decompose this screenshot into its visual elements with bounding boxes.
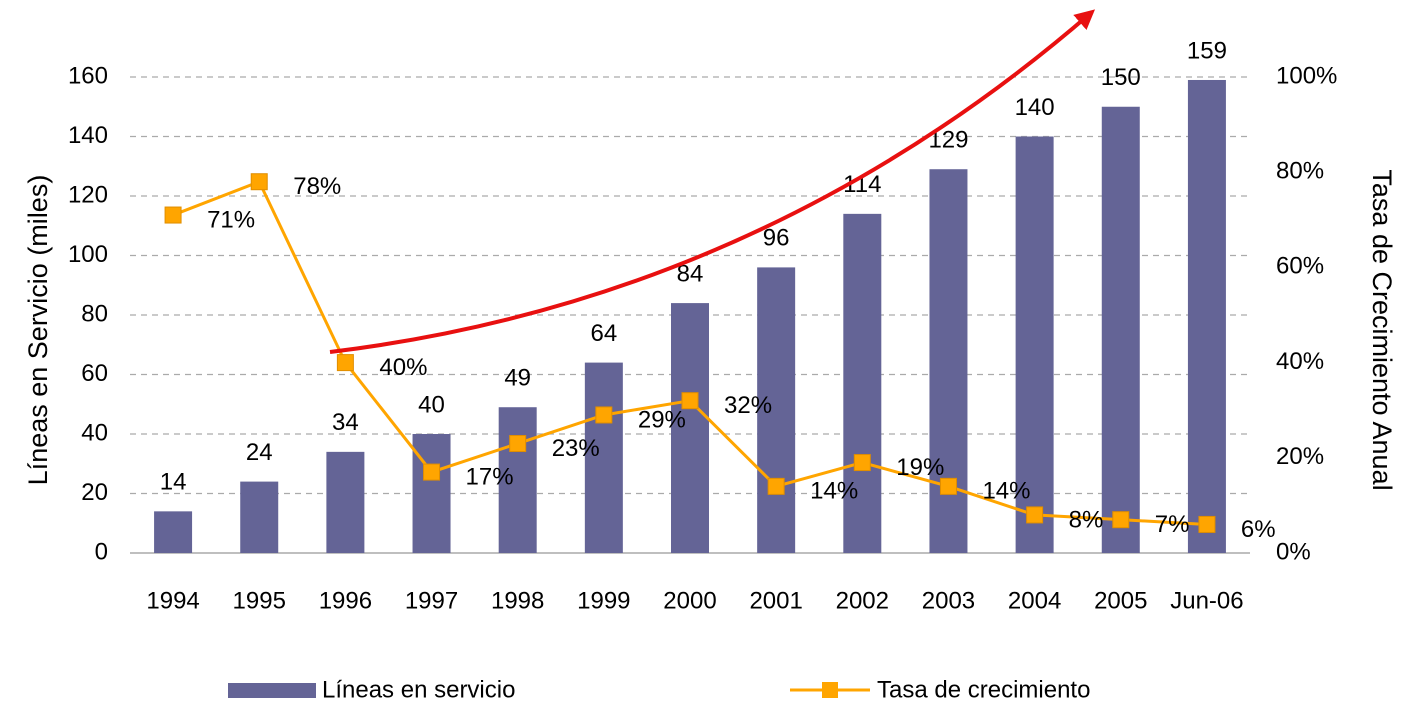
bar-value-label: 64 — [590, 320, 617, 347]
bar — [154, 511, 193, 553]
bar-value-label: 24 — [246, 439, 273, 466]
line-marker — [681, 392, 699, 410]
line-value-label: 17% — [466, 463, 514, 490]
line-value-label: 40% — [379, 354, 427, 381]
x-tick-label: 2002 — [836, 587, 889, 614]
bar — [929, 169, 968, 553]
line-value-label: 32% — [724, 392, 772, 419]
line-value-label: 7% — [1155, 511, 1190, 538]
line-value-label: 6% — [1241, 516, 1276, 543]
bar-value-label: 34 — [332, 409, 359, 436]
y2-tick-label: 100% — [1276, 62, 1337, 89]
y2-tick-label: 40% — [1276, 348, 1324, 375]
bar-value-label: 14 — [160, 469, 187, 496]
line-marker — [336, 354, 354, 372]
bar — [1187, 79, 1226, 553]
line-marker — [1112, 511, 1130, 529]
x-tick-label: 2003 — [922, 587, 975, 614]
line-value-label: 71% — [207, 206, 255, 233]
line-value-label: 23% — [552, 435, 600, 462]
line-value-label: 29% — [638, 406, 686, 433]
line-marker — [939, 477, 957, 495]
y-tick-label: 60 — [81, 360, 108, 387]
bar-value-label: 49 — [504, 365, 531, 392]
x-tick-label: 1995 — [233, 587, 286, 614]
bar-value-label: 40 — [418, 391, 445, 418]
line-value-label: 8% — [1069, 506, 1104, 533]
y2-tick-label: 0% — [1276, 538, 1311, 565]
trend-arrow — [329, 9, 1096, 354]
x-tick-label: 2000 — [663, 587, 716, 614]
line-marker — [595, 406, 613, 424]
y-tick-label: 100 — [68, 241, 108, 268]
x-tick-label: 2001 — [749, 587, 802, 614]
x-tick-label: 1998 — [491, 587, 544, 614]
line-marker — [767, 477, 785, 495]
line-marker — [1198, 515, 1216, 533]
line-value-label: 14% — [982, 478, 1030, 505]
y-tick-label: 20 — [81, 479, 108, 506]
bar — [240, 481, 279, 553]
bar-value-label: 159 — [1187, 37, 1227, 64]
x-tick-label: 1994 — [146, 587, 199, 614]
bar — [843, 213, 882, 553]
y-tick-label: 140 — [68, 122, 108, 149]
legend-swatch — [822, 682, 838, 698]
line-marker — [853, 454, 871, 472]
x-tick-label: 1997 — [405, 587, 458, 614]
y-tick-label: 120 — [68, 181, 108, 208]
line-value-label: 14% — [810, 478, 858, 505]
x-tick-label: 2005 — [1094, 587, 1147, 614]
x-tick-label: 1999 — [577, 587, 630, 614]
y2-tick-label: 20% — [1276, 443, 1324, 470]
y-tick-label: 0 — [95, 538, 108, 565]
y-axis-title: Líneas en Servicio (miles) — [23, 175, 53, 486]
line-marker — [250, 173, 268, 191]
bar-value-label: 150 — [1101, 64, 1141, 91]
bar — [757, 267, 796, 553]
bar — [1101, 106, 1140, 553]
line-marker — [164, 206, 182, 224]
y2-tick-label: 80% — [1276, 158, 1324, 185]
legend-swatch — [228, 683, 316, 698]
x-tick-label: 1996 — [319, 587, 372, 614]
bar — [498, 407, 537, 553]
x-tick-label: 2004 — [1008, 587, 1061, 614]
y2-tick-label: 60% — [1276, 253, 1324, 280]
y-tick-label: 160 — [68, 62, 108, 89]
line-marker — [423, 463, 441, 481]
x-tick-label: Jun-06 — [1170, 587, 1243, 614]
bar — [584, 362, 623, 553]
y2-axis-title: Tasa de Crecimiento Anual — [1367, 169, 1397, 490]
line-marker — [1026, 506, 1044, 524]
bar-value-label: 96 — [763, 225, 790, 252]
legend-label: Tasa de crecimiento — [877, 676, 1090, 703]
legend-label: Líneas en servicio — [322, 676, 515, 703]
bar — [671, 303, 709, 553]
bar-value-label: 140 — [1015, 94, 1055, 121]
line-marker — [509, 435, 527, 453]
y-tick-label: 80 — [81, 300, 108, 327]
line-value-label: 19% — [896, 454, 944, 481]
bar — [326, 451, 365, 553]
y-tick-label: 40 — [81, 419, 108, 446]
bar — [412, 434, 451, 553]
bar — [1015, 136, 1054, 553]
line-value-label: 78% — [293, 173, 341, 200]
